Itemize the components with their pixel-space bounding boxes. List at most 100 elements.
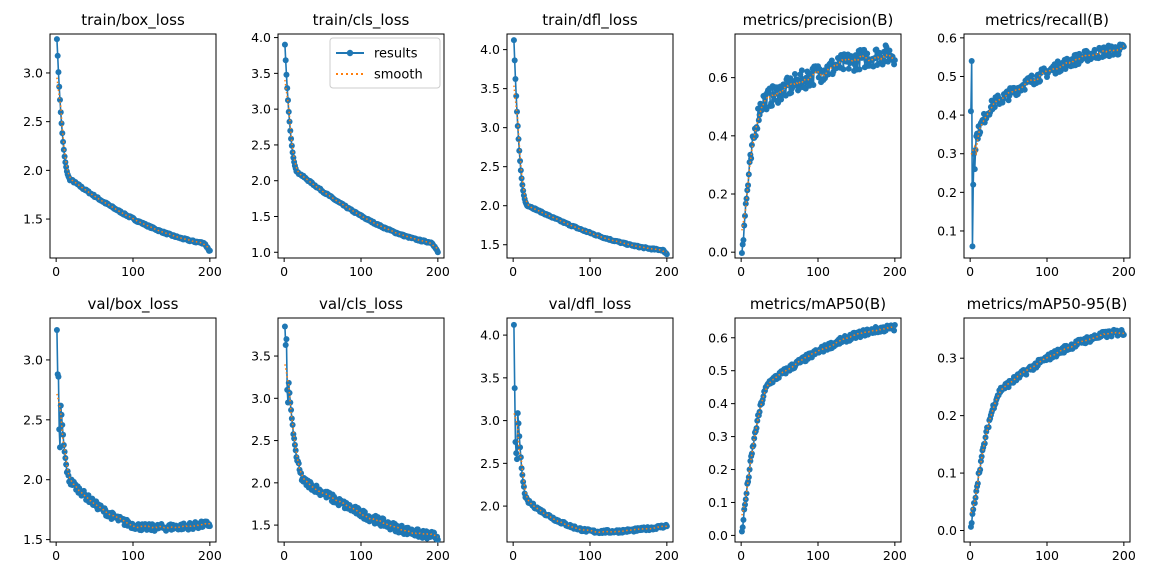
results-point [748,450,755,457]
x-tick-label: 200 [426,264,450,279]
results-point [970,506,977,513]
results-point [840,66,847,73]
results-point [739,524,746,531]
y-tick-label: 2.0 [251,173,271,188]
results-point [968,58,975,65]
results-point [969,243,976,250]
x-tick-label: 100 [578,264,602,279]
results-point [810,81,817,88]
results-point [891,327,898,334]
results-point [746,466,753,473]
x-tick-label: 0 [509,548,517,563]
y-tick-label: 1.0 [251,245,271,260]
results-point [864,50,871,57]
y-tick-label: 0.4 [708,128,728,143]
results-point [751,435,758,442]
results-point [754,417,761,424]
x-tick-label: 200 [655,548,679,563]
panel-title: metrics/recall(B) [985,11,1109,29]
results-point [511,57,518,64]
results-point [747,458,754,464]
results-point [516,433,523,440]
subplot-val-dfl-loss: val/dfl_loss 0 100 200 2.0 2.5 3.0 3.5 4.0 [480,295,679,563]
x-tick-label: 100 [349,548,373,563]
panel-title: train/cls_loss [313,11,410,30]
results-point [845,65,852,72]
results-point [286,118,293,125]
results-point [57,402,64,409]
subplot-metrics-recall-b: metrics/recall(B) 0 100 200 0.1 0.2 0.3 0.4 0.5 0… [937,11,1136,279]
y-tick-label: 2.0 [480,198,500,213]
x-tick-label: 0 [509,264,517,279]
results-point [59,421,66,428]
results-point [517,444,524,451]
subplot-val-box-loss: val/box_loss 0 100 200 1.5 2.0 2.5 3.0 [23,295,222,563]
results-point [738,249,745,256]
results-point [288,415,295,422]
x-tick-label: 0 [966,548,974,563]
results-point [748,142,755,149]
results-point [1120,331,1127,338]
y-tick-label: 0.3 [937,351,957,366]
results-point [967,108,974,115]
y-tick-label: 0.4 [708,396,728,411]
results-point [59,130,66,137]
results-point [763,106,770,113]
x-tick-label: 100 [121,548,145,563]
x-tick-label: 200 [655,264,679,279]
results-point [1023,371,1030,378]
legend-label-smooth: smooth [374,68,423,83]
x-tick-label: 200 [198,264,222,279]
results-point [510,37,517,44]
results-point [434,249,441,256]
results-point [55,69,62,76]
x-tick-label: 0 [737,548,745,563]
results-point [514,410,521,417]
results-point [778,96,785,103]
results-point [285,379,292,386]
x-tick-label: 100 [1035,264,1059,279]
y-tick-label: 3.5 [251,349,271,364]
results-point [58,120,65,127]
y-tick-label: 3.0 [480,413,500,428]
results-point [971,166,978,173]
x-tick-label: 200 [426,548,450,563]
results-point [791,70,798,77]
results-point [512,75,519,82]
results-point [291,435,298,442]
results-point [288,142,295,149]
x-tick-label: 100 [349,264,373,279]
results-point [510,321,517,328]
y-tick-label: 4.0 [480,42,500,57]
results-point [54,52,61,59]
smooth-line [741,326,896,516]
results-point [978,453,985,460]
y-tick-label: 0.1 [937,223,957,238]
results-point [513,450,520,457]
y-tick-label: 0.0 [708,245,728,260]
results-line [513,324,668,535]
y-tick-label: 3.0 [480,120,500,135]
subplot-metrics-map50-b: metrics/mAP50(B) 0 100 200 0.0 0.1 0.2 0.3 0.4 0.… [708,295,907,563]
results-point [515,136,522,143]
results-point [1091,46,1098,53]
results-point [739,241,746,248]
results-point [288,135,295,142]
y-tick-label: 0.2 [937,185,957,200]
y-tick-label: 0.1 [708,495,728,510]
results-line [741,323,896,532]
smooth-line [513,85,668,253]
results-point [57,109,64,116]
results-point [1005,97,1012,104]
y-tick-label: 3.0 [251,102,271,117]
results-point [282,57,289,64]
results-point [282,342,289,349]
y-tick-label: 4.0 [251,30,271,45]
results-point [398,522,405,529]
y-tick-label: 0.0 [937,523,957,538]
x-tick-label: 0 [52,264,60,279]
results-point [743,490,750,497]
legend: results smooth [329,37,441,89]
y-tick-label: 2.5 [480,456,500,471]
results-point [742,200,749,207]
